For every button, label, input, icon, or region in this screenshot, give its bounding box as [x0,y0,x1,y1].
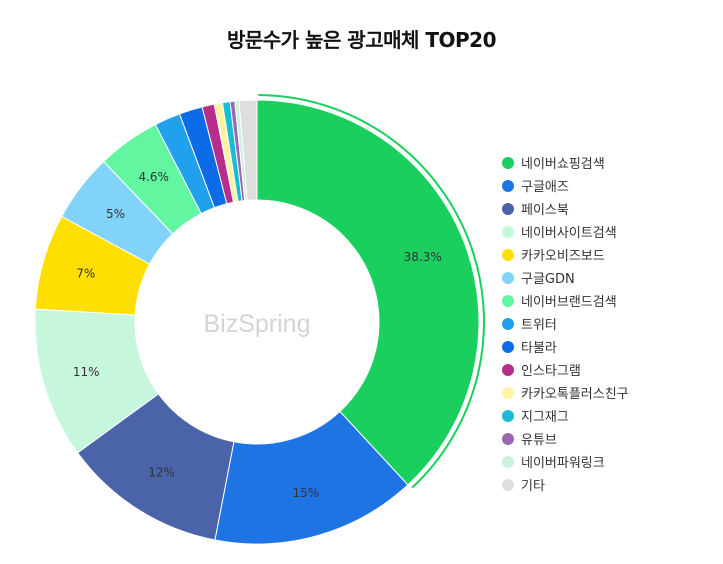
slice-value-label-3: 11% [73,365,100,379]
bizspring-watermark: BizSpring [203,310,311,338]
legend-item-11[interactable]: 지그재그 [502,404,629,427]
slice-value-label-4: 7% [76,266,95,280]
legend-swatch [502,179,514,192]
legend-swatch [502,294,514,307]
legend-swatch [502,248,514,261]
legend-item-14[interactable]: 기타 [502,473,629,496]
legend-label: 구글애즈 [521,180,569,195]
legend-label: 기타 [521,479,545,494]
legend-item-3[interactable]: 네이버사이트검색 [502,220,629,243]
legend-swatch [502,156,514,169]
pie-slice-0[interactable] [256,99,480,486]
slice-value-label-6: 4.6% [138,170,169,184]
legend-item-13[interactable]: 네이버파워링크 [502,450,629,473]
legend-swatch [502,363,514,376]
legend-label: 네이버쇼핑검색 [521,157,605,172]
legend-label: 트위터 [521,318,557,333]
legend-item-8[interactable]: 타불라 [502,335,629,358]
legend-swatch [502,455,514,468]
legend-swatch [502,225,514,238]
legend-swatch [502,271,514,284]
slice-value-label-2: 12% [148,465,175,479]
legend-label: 타불라 [521,341,557,356]
legend-label: 유튜브 [521,433,557,448]
legend-swatch [502,386,514,399]
legend-swatch [502,202,514,215]
slice-highlight-ring [258,94,485,489]
legend-label: 카카오톡플러스친구 [521,387,629,402]
legend-swatch [502,432,514,445]
legend-item-12[interactable]: 유튜브 [502,427,629,450]
slice-value-label-0: 38.3% [404,250,442,264]
legend-label: 지그재그 [521,410,569,425]
legend-item-1[interactable]: 구글애즈 [502,174,629,197]
legend-item-5[interactable]: 구글GDN [502,266,629,289]
legend-item-6[interactable]: 네이버브랜드검색 [502,289,629,312]
legend-swatch [502,478,514,491]
legend-label: 네이버사이트검색 [521,226,617,241]
slice-value-label-5: 5% [106,207,125,221]
legend-item-9[interactable]: 인스타그램 [502,358,629,381]
legend-item-4[interactable]: 카카오비즈보드 [502,243,629,266]
legend-item-7[interactable]: 트위터 [502,312,629,335]
chart-title: 방문수가 높은 광고매체 TOP20 [226,28,497,52]
legend-label: 인스타그램 [521,364,581,379]
slice-value-label-1: 15% [293,486,320,500]
legend-item-0[interactable]: 네이버쇼핑검색 [502,151,629,174]
legend-swatch [502,340,514,353]
legend-label: 네이버파워링크 [521,456,605,471]
legend-label: 카카오비즈보드 [521,249,605,264]
legend-swatch [502,317,514,330]
legend-swatch [502,409,514,422]
pie-slice-14[interactable] [238,99,258,201]
legend-item-10[interactable]: 카카오톡플러스친구 [502,381,629,404]
legend-label: 네이버브랜드검색 [521,295,617,310]
legend-label: 페이스북 [521,203,569,218]
legend-label: 구글GDN [521,272,575,287]
legend-item-2[interactable]: 페이스북 [502,197,629,220]
